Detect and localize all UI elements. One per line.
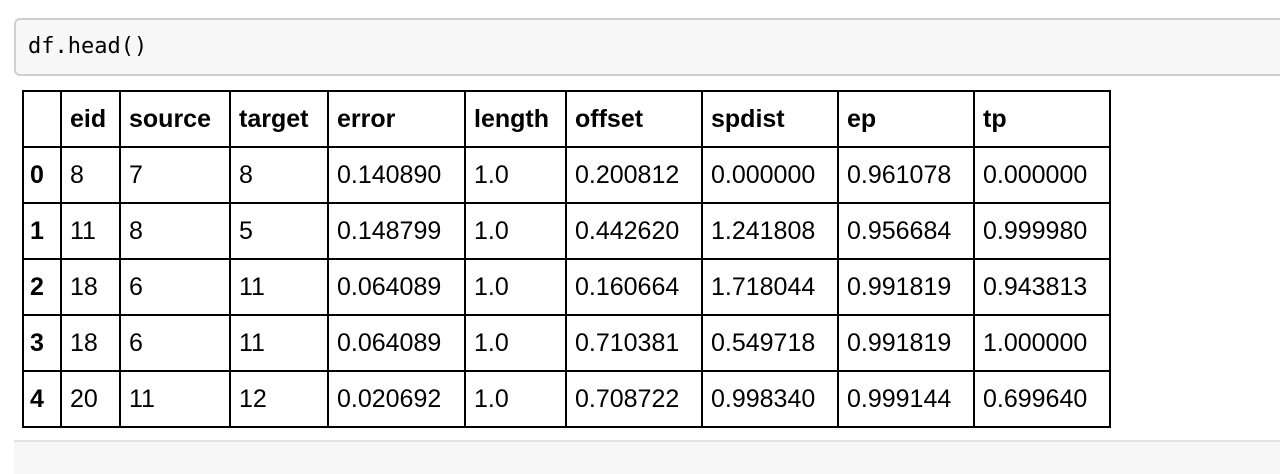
- next-cell[interactable]: [14, 440, 1280, 474]
- table-cell: 1.000000: [973, 314, 1111, 372]
- table-cell: 1.718044: [701, 258, 839, 316]
- table-row: 1 11 8 5 0.148799 1.0 0.442620 1.241808 …: [22, 202, 1111, 260]
- table-cell: 0.000000: [701, 146, 839, 204]
- table-cell: 0.991819: [837, 258, 975, 316]
- dataframe-table: eid source target error length offset sp…: [22, 90, 1111, 428]
- column-header-eid: eid: [60, 90, 121, 148]
- table-cell: 0.710381: [565, 314, 703, 372]
- table-cell: 11: [229, 258, 329, 316]
- table-cell: 18: [60, 258, 121, 316]
- table-cell: 6: [119, 314, 231, 372]
- column-header-length: length: [464, 90, 567, 148]
- table-cell: 0.999980: [973, 202, 1111, 260]
- table-row: 2 18 6 11 0.064089 1.0 0.160664 1.718044…: [22, 258, 1111, 316]
- table-cell: 0.000000: [973, 146, 1111, 204]
- table-row: 4 20 11 12 0.020692 1.0 0.708722 0.99834…: [22, 370, 1111, 428]
- table-cell: 6: [119, 258, 231, 316]
- table-cell: 0.140890: [327, 146, 466, 204]
- column-header-tp: tp: [973, 90, 1111, 148]
- table-cell: 0.999144: [837, 370, 975, 428]
- code-text[interactable]: df.head(): [28, 34, 148, 59]
- table-cell: 1.0: [464, 202, 567, 260]
- table-cell: 0.020692: [327, 370, 466, 428]
- table-cell: 0.991819: [837, 314, 975, 372]
- table-cell: 0.708722: [565, 370, 703, 428]
- table-cell: 8: [119, 202, 231, 260]
- column-header-ep: ep: [837, 90, 975, 148]
- table-cell: 1.0: [464, 314, 567, 372]
- table-cell: 8: [229, 146, 329, 204]
- code-input-cell[interactable]: df.head(): [14, 18, 1280, 76]
- table-cell: 11: [229, 314, 329, 372]
- table-row: 0 8 7 8 0.140890 1.0 0.200812 0.000000 0…: [22, 146, 1111, 204]
- row-index: 2: [22, 258, 62, 316]
- table-cell: 1.241808: [701, 202, 839, 260]
- table-cell: 0.200812: [565, 146, 703, 204]
- table-cell: 1.0: [464, 146, 567, 204]
- column-header-offset: offset: [565, 90, 703, 148]
- table-row: 3 18 6 11 0.064089 1.0 0.710381 0.549718…: [22, 314, 1111, 372]
- row-index: 1: [22, 202, 62, 260]
- table-cell: 0.442620: [565, 202, 703, 260]
- table-cell: 0.943813: [973, 258, 1111, 316]
- table-cell: 0.956684: [837, 202, 975, 260]
- table-cell: 0.160664: [565, 258, 703, 316]
- column-header-error: error: [327, 90, 466, 148]
- table-cell: 0.998340: [701, 370, 839, 428]
- row-index: 0: [22, 146, 62, 204]
- row-index: 3: [22, 314, 62, 372]
- table-cell: 12: [229, 370, 329, 428]
- column-header-target: target: [229, 90, 329, 148]
- table-cell: 18: [60, 314, 121, 372]
- table-cell: 0.148799: [327, 202, 466, 260]
- table-cell: 0.549718: [701, 314, 839, 372]
- table-cell: 5: [229, 202, 329, 260]
- table-cell: 1.0: [464, 370, 567, 428]
- table-header-row: eid source target error length offset sp…: [22, 90, 1111, 148]
- table-cell: 11: [60, 202, 121, 260]
- column-header-source: source: [119, 90, 231, 148]
- table-cell: 0.961078: [837, 146, 975, 204]
- table-cell: 1.0: [464, 258, 567, 316]
- table-cell: 0.064089: [327, 258, 466, 316]
- cell-output: eid source target error length offset sp…: [22, 90, 1111, 428]
- table-cell: 0.699640: [973, 370, 1111, 428]
- index-header: [22, 90, 62, 148]
- row-index: 4: [22, 370, 62, 428]
- column-header-spdist: spdist: [701, 90, 839, 148]
- table-cell: 7: [119, 146, 231, 204]
- table-cell: 20: [60, 370, 121, 428]
- table-cell: 11: [119, 370, 231, 428]
- table-cell: 8: [60, 146, 121, 204]
- table-cell: 0.064089: [327, 314, 466, 372]
